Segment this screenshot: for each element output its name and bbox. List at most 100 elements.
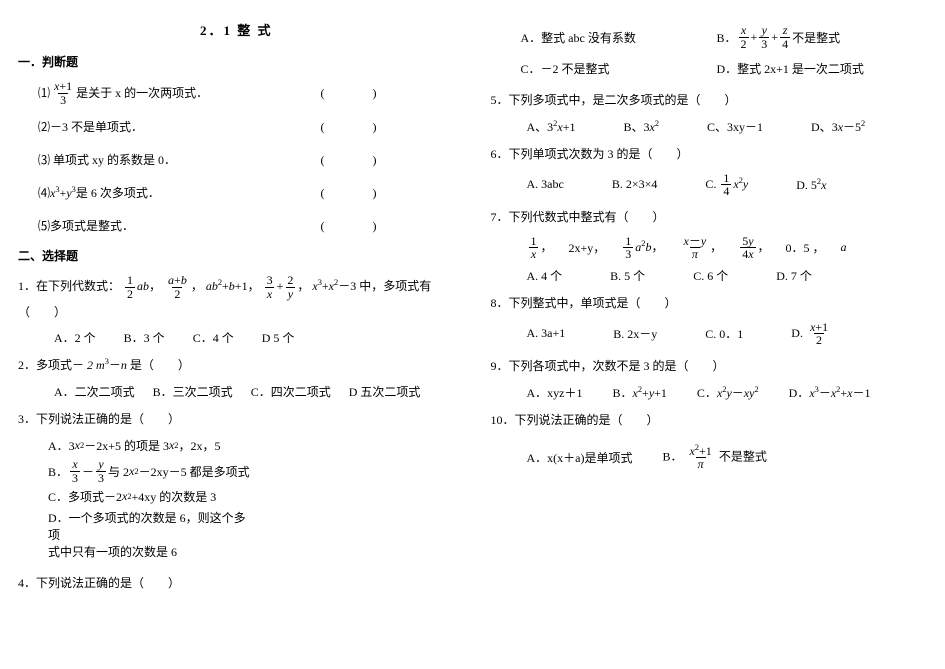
- q2-opt-b: B．三次二项式: [153, 383, 233, 400]
- question-7: 7．下列代数式中整式有（ ）: [491, 206, 928, 229]
- question-5: 5．下列多项式中，是二次多项式的是（ ）: [491, 89, 928, 112]
- q1-opts: A．2 个 B．3 个 C．4 个 D 5 个: [54, 329, 455, 346]
- q3b-f2: y3: [96, 458, 106, 484]
- q1-f1: 12: [125, 274, 135, 300]
- q3a-mid: －2x+5 的项是 3: [84, 437, 169, 454]
- q6-opts: A. 3abc B. 2×3×4 C. 14x2y D. 52x: [527, 172, 928, 198]
- j4-pre: ⑷: [38, 182, 50, 205]
- q1-a: 1．在下列代数式：: [18, 279, 120, 293]
- q8-opt-b: B. 2x－y: [613, 325, 657, 342]
- q2-a: 2．多项式－: [18, 358, 84, 372]
- q3c-post: +4xy 的次数是 3: [132, 488, 217, 505]
- page-title: 2．1 整 式: [18, 20, 455, 39]
- q6d-pre: D.: [796, 178, 811, 192]
- q9d-pre: D．: [789, 386, 810, 400]
- question-10: 10．下列说法正确的是（ ）: [491, 409, 928, 432]
- q3-opt-d: D．一个多项式的次数是 6，则这个多项 式中只有一项的次数是 6: [48, 509, 248, 560]
- q1-f2: a+b2: [166, 274, 189, 300]
- q4-opts-r1: A．整式 abc 没有系数 B． x2+y3+z4 不是整式: [521, 24, 928, 54]
- q3c-pre: C．多项式－2: [48, 488, 122, 505]
- q1-f4: 2y: [285, 274, 295, 300]
- left-column: 2．1 整 式 一．判断题 ⑴ x+1 3 是关于 x 的一次两项式． ( ) …: [0, 0, 473, 669]
- j3-text: ⑶ 单项式 xy 的系数是 0．: [38, 149, 176, 172]
- q8d-pre: D.: [791, 326, 806, 340]
- q4b-f2: y3: [759, 24, 769, 50]
- q10b-f: x2+1π: [688, 444, 714, 471]
- j1-text: 是关于 x 的一次两项式．: [76, 82, 208, 105]
- q1-opt-b: B．3 个: [124, 329, 165, 346]
- worksheet-page: 2．1 整 式 一．判断题 ⑴ x+1 3 是关于 x 的一次两项式． ( ) …: [0, 0, 945, 669]
- j4-paren: ( ): [321, 182, 395, 205]
- q3-opt-a: A．3 x2－2x+5 的项是 3x2，2x，5: [48, 437, 268, 454]
- q2-expr: 2 m3－n: [87, 358, 127, 372]
- q1-opt-d: D 5 个: [262, 329, 295, 346]
- question-9: 9．下列各项式中，次数不是 3 的是（ ）: [491, 355, 928, 378]
- q7-f1: 1x: [529, 235, 539, 261]
- q2-opt-d: D 五次二项式: [349, 383, 421, 400]
- question-6: 6．下列单项式次数为 3 的是（ ）: [491, 143, 928, 166]
- q5a-pre: A、: [527, 120, 548, 134]
- q10-opt-b: B． x2+1π 不是整式: [663, 444, 767, 471]
- q3-opts: A．3 x2－2x+5 的项是 3x2，2x，5 B． x3－y3 与 2 x2…: [48, 437, 455, 564]
- judge-5: ⑸多项式是整式． ( ): [38, 215, 455, 238]
- j5-text: ⑸多项式是整式．: [38, 215, 134, 238]
- q8-opt-c: C. 0．1: [705, 325, 743, 342]
- q7-e5-post: ，: [758, 240, 770, 254]
- j4-expr: x3+y3: [50, 182, 76, 205]
- q2-opt-a: A．二次二项式: [54, 383, 135, 400]
- q4b-post: 不是整式: [792, 29, 840, 46]
- q5-opt-b: B、3x2: [623, 118, 659, 135]
- q7-opt-c: C. 6 个: [693, 267, 728, 284]
- q6-opt-d: D. 52x: [796, 177, 826, 193]
- question-2: 2．多项式－ 2 m3－n 是（ ）: [18, 354, 455, 377]
- q5-opt-c: C、3xy－1: [707, 118, 763, 135]
- q9-opt-d: D．x3－x2+x－1: [789, 384, 871, 401]
- q7-e3: 13a2b，: [621, 235, 663, 261]
- q4-opt-c: C．－2 不是整式: [521, 60, 691, 77]
- right-column: A．整式 abc 没有系数 B． x2+y3+z4 不是整式 C．－2 不是整式…: [473, 0, 945, 669]
- q8-opts: A. 3a+1 B. 2x－y C. 0．1 D. x+12: [527, 321, 928, 347]
- q9-opt-c: C．x2y－xy2: [697, 384, 759, 401]
- q7-e7: a: [841, 240, 847, 255]
- q7-opt-b: B. 5 个: [610, 267, 645, 284]
- j2-text: ⑵－3 不是单项式．: [38, 116, 143, 139]
- q7-f2: 13: [623, 235, 633, 261]
- q5b-pre: B、: [623, 120, 643, 134]
- q3b-mid: 与 2: [108, 463, 129, 480]
- j1-frac: x+1 3: [52, 80, 74, 106]
- q5d-pre: D、: [811, 120, 832, 134]
- q9c-pre: C．: [697, 386, 717, 400]
- q9-opt-a: A．xyz＋1: [527, 384, 583, 401]
- q10-opts: A．x(x＋a)是单项式 B． x2+1π 不是整式: [527, 444, 928, 471]
- q5-opts: A、32x+1 B、3x2 C、3xy－1 D、3x－52: [527, 118, 928, 135]
- judge-1: ⑴ x+1 3 是关于 x 的一次两项式． ( ): [38, 80, 455, 106]
- q2-opt-c: C．四次二项式: [251, 383, 331, 400]
- q7-e4: x－yπ，: [680, 235, 723, 261]
- q4-opt-d: D．整式 2x+1 是一次二项式: [717, 60, 864, 77]
- q4-opt-b: B． x2+y3+z4 不是整式: [717, 24, 841, 50]
- section-1-heading: 一．判断题: [18, 53, 455, 70]
- q1-opt-c: C．4 个: [193, 329, 234, 346]
- question-3: 3．下列说法正确的是（ ）: [18, 408, 455, 431]
- q3a-pre: A．3: [48, 437, 75, 454]
- q2-tail: 是（ ）: [130, 358, 190, 372]
- q7-e6: 0．5 ，: [786, 239, 825, 256]
- section-2-heading: 二、选择题: [18, 247, 455, 264]
- q7-opt-a: A. 4 个: [527, 267, 563, 284]
- q10-opt-a: A．x(x＋a)是单项式: [527, 449, 633, 466]
- q4b-f3: z4: [780, 24, 790, 50]
- q7-e5: 5y4x，: [738, 235, 769, 261]
- q9b-pre: B．: [613, 386, 633, 400]
- q3b-pre: B．: [48, 463, 68, 480]
- q4-opt-a: A．整式 abc 没有系数: [521, 29, 691, 46]
- q6c-pre: C.: [705, 177, 719, 191]
- q8d-f: x+12: [808, 321, 830, 347]
- question-4: 4．下列说法正确的是（ ）: [18, 572, 455, 595]
- q8-opt-d: D. x+12: [791, 321, 832, 347]
- q6c-f: 14: [721, 172, 731, 198]
- q6-opt-c: C. 14x2y: [705, 172, 748, 198]
- j1-label: ⑴: [38, 82, 50, 105]
- q3-opt-b: B． x3－y3 与 2 x2－2xy－5 都是多项式: [48, 458, 250, 484]
- q8-opt-a: A. 3a+1: [527, 326, 566, 341]
- q1-f3: 3x: [265, 274, 275, 300]
